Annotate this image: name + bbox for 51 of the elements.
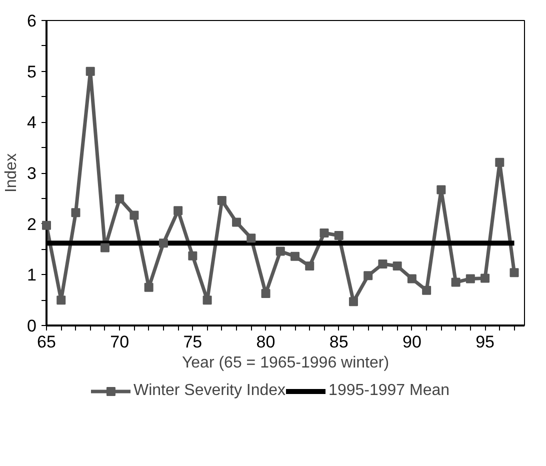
- point: [232, 218, 242, 227]
- point: [422, 286, 432, 295]
- y-axis-title: Index: [3, 153, 20, 193]
- legend-label: Winter Severity Index: [133, 382, 286, 400]
- point: [290, 252, 300, 261]
- y-tick-label: 2: [27, 214, 37, 234]
- point: [451, 278, 460, 287]
- y-tick-label: 1: [27, 266, 37, 285]
- x-tick-label: 85: [329, 332, 348, 352]
- point: [392, 262, 402, 271]
- point: [42, 220, 51, 230]
- y-tick-label: 3: [27, 164, 37, 183]
- point: [320, 228, 329, 238]
- point: [305, 262, 314, 271]
- point: [71, 208, 80, 218]
- point: [100, 243, 110, 252]
- x-tick-label: 90: [402, 332, 422, 352]
- point: [130, 210, 139, 220]
- point: [217, 196, 226, 205]
- point: [174, 206, 183, 216]
- y-tick-label: 6: [27, 12, 37, 30]
- point: [246, 234, 256, 243]
- point: [144, 282, 154, 292]
- point: [378, 259, 388, 268]
- point: [495, 158, 504, 167]
- y-tick-label: 0: [27, 316, 37, 336]
- point: [436, 185, 446, 194]
- point: [334, 231, 344, 240]
- point: [364, 271, 373, 280]
- point: [56, 296, 66, 305]
- point: [158, 238, 168, 248]
- point: [202, 296, 212, 305]
- y-tick-label: 4: [27, 113, 37, 132]
- point: [86, 66, 95, 76]
- x-tick-label: 75: [183, 332, 202, 352]
- point: [276, 246, 285, 256]
- x-tick-label: 70: [110, 332, 130, 352]
- y-tick-label: 5: [27, 62, 37, 82]
- point: [407, 274, 416, 284]
- x-tick-label: 80: [256, 332, 276, 352]
- point: [348, 297, 358, 306]
- point: [188, 251, 198, 260]
- x-tick-label: 65: [37, 332, 56, 352]
- point: [510, 268, 519, 278]
- point: [115, 194, 124, 204]
- x-axis-title: Year (65 = 1965-1996 winter): [182, 354, 390, 372]
- point: [466, 274, 475, 284]
- point: [261, 288, 270, 298]
- legend-label: 1995-1997 Mean: [328, 382, 450, 400]
- point: [480, 274, 490, 283]
- x-tick-label: 95: [476, 332, 494, 352]
